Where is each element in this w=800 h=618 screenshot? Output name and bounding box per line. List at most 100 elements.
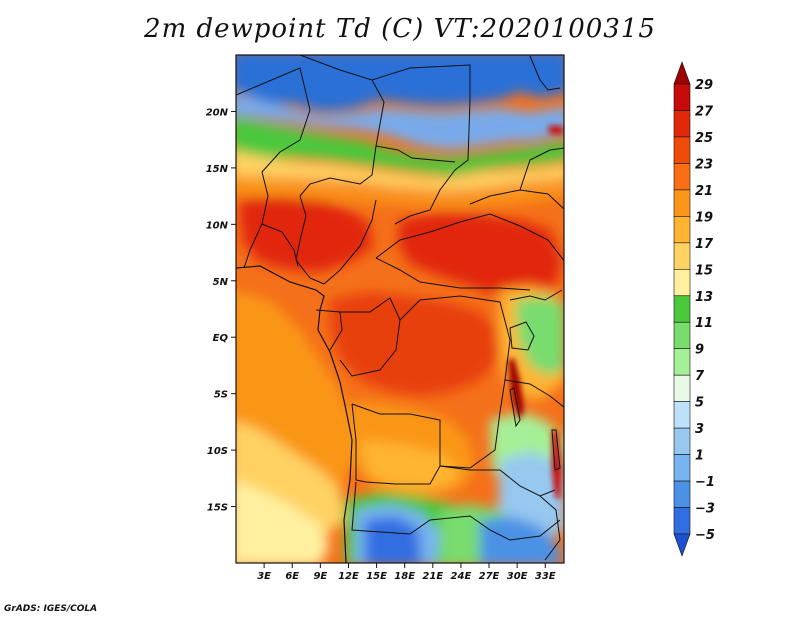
angola-yellow xyxy=(360,440,460,490)
red-sea-coast xyxy=(548,126,564,134)
colorbar-label: 19 xyxy=(695,210,713,225)
latitude-axis: 20N 15N 10N 5N EQ 5S 10S 15S xyxy=(206,107,236,514)
colorbar-bottom-triangle xyxy=(673,533,691,557)
lat-tick-label: 5S xyxy=(214,390,228,401)
lat-tick-label: 10N xyxy=(206,220,229,231)
colorbar-swatch xyxy=(673,189,691,217)
colorbar-label: 21 xyxy=(695,184,713,199)
lake-tanganyika xyxy=(509,387,521,428)
west-africa-borders xyxy=(243,171,299,269)
gabon-border xyxy=(315,309,343,351)
lon-tick-label: 24E xyxy=(451,571,472,582)
lat-tick-label: 5N xyxy=(213,277,229,288)
angola-border xyxy=(351,403,441,485)
atlantic-pale-yellow xyxy=(236,482,330,563)
mozambique-border xyxy=(539,495,561,561)
lon-tick-label: 15E xyxy=(366,571,387,582)
lat-tick-label: 15N xyxy=(206,164,229,175)
colorbar-label: 7 xyxy=(695,369,705,384)
longitude-axis: 3E 6E 9E 12E 15E 18E 21E 24E 27E 30E 33E xyxy=(257,563,556,582)
contour-fill xyxy=(236,55,564,563)
colorbar-swatch xyxy=(673,242,691,270)
colorbar-swatch xyxy=(673,507,691,535)
lon-tick-label: 3E xyxy=(257,571,271,582)
colorbar-label: 17 xyxy=(695,237,714,252)
colorbar-label: 23 xyxy=(695,157,713,172)
lat-tick-label: 15S xyxy=(207,503,228,514)
chad-car-border xyxy=(375,145,456,163)
grads-credit: GrADS: IGES/COLA xyxy=(4,604,98,614)
libya-border xyxy=(371,64,471,100)
country-borders xyxy=(236,55,564,563)
colorbar-swatch xyxy=(673,374,691,402)
central-africa-red-core xyxy=(398,212,562,300)
lon-tick-label: 9E xyxy=(313,571,327,582)
colorbar-swatch xyxy=(673,454,691,482)
algeria-border xyxy=(299,55,385,103)
colorbar-label: −5 xyxy=(695,528,715,543)
lon-tick-label: 12E xyxy=(338,571,359,582)
congo-red-core xyxy=(330,292,500,396)
colorbar-label: 15 xyxy=(695,263,713,278)
map-field xyxy=(236,55,564,563)
colorbar-label: −3 xyxy=(695,502,715,517)
sahel-yellow-band xyxy=(236,151,564,192)
niger-mali-border xyxy=(236,67,311,173)
lake-malawi-streak xyxy=(552,430,562,500)
colorbar-label: 25 xyxy=(695,131,713,146)
lon-tick-label: 21E xyxy=(422,571,443,582)
lon-tick-label: 18E xyxy=(394,571,415,582)
rift-valley-streak xyxy=(508,358,524,420)
colorbar-label: 5 xyxy=(695,396,704,411)
colorbar-swatch xyxy=(673,401,691,429)
lon-tick-label: 30E xyxy=(507,571,528,582)
congo-border xyxy=(339,297,401,377)
colorbar-label: 9 xyxy=(695,343,704,358)
colorbar-label: 3 xyxy=(695,422,704,437)
lon-tick-label: 27E xyxy=(479,571,500,582)
colorbar-swatch xyxy=(673,427,691,455)
colorbar-swatch xyxy=(673,83,691,111)
rift-detail xyxy=(508,126,564,500)
coastline-gulf-guinea xyxy=(236,265,353,563)
chart-title: 2m dewpoint Td (C) VT:2020100315 xyxy=(144,14,656,44)
colorbar-label: −1 xyxy=(695,475,715,490)
uganda-kenya-border xyxy=(509,289,563,301)
cameroon-border xyxy=(323,199,377,285)
zimbabwe-blue xyxy=(480,516,560,563)
colorbar-swatch xyxy=(673,348,691,376)
zimbabwe-border xyxy=(489,519,561,541)
nigeria-border xyxy=(295,195,325,285)
colorbar-top-triangle xyxy=(673,61,691,85)
ethiopia-border xyxy=(519,147,564,191)
sahara-light-blue xyxy=(236,93,564,150)
east-africa-green xyxy=(515,296,564,376)
colorbar-label: 13 xyxy=(695,290,713,305)
zambia-border xyxy=(439,465,556,497)
lat-tick-label: EQ xyxy=(213,333,229,344)
colorbar-swatch xyxy=(673,268,691,297)
tanzania-border xyxy=(504,379,564,408)
colorbar-label: 29 xyxy=(695,78,713,93)
colorbar-swatch xyxy=(673,480,691,508)
lon-tick-label: 6E xyxy=(285,571,299,582)
lat-tick-label: 10S xyxy=(207,446,228,457)
colorbar-label: 1 xyxy=(695,449,704,464)
colorbar-label: 11 xyxy=(695,316,713,331)
lat-tick-label: 20N xyxy=(206,107,229,118)
chad-sudan-border xyxy=(394,99,471,225)
lake-victoria xyxy=(509,321,535,351)
sahara-dry-region xyxy=(236,55,564,112)
lake-malawi xyxy=(551,429,561,471)
colorbar-label: 27 xyxy=(695,104,714,119)
drc-border xyxy=(351,295,511,469)
colorbar: 29 27 25 23 21 19 17 15 13 11 9 7 5 3 1 −1 −3 −5 xyxy=(673,61,715,557)
colorbar-swatch xyxy=(673,163,691,191)
colorbar-swatch xyxy=(673,110,691,138)
namibia-border xyxy=(351,481,491,535)
colorbar-swatch xyxy=(673,136,691,164)
map-frame xyxy=(235,54,565,564)
car-border xyxy=(375,213,564,262)
sahel-orange-band xyxy=(236,176,564,208)
